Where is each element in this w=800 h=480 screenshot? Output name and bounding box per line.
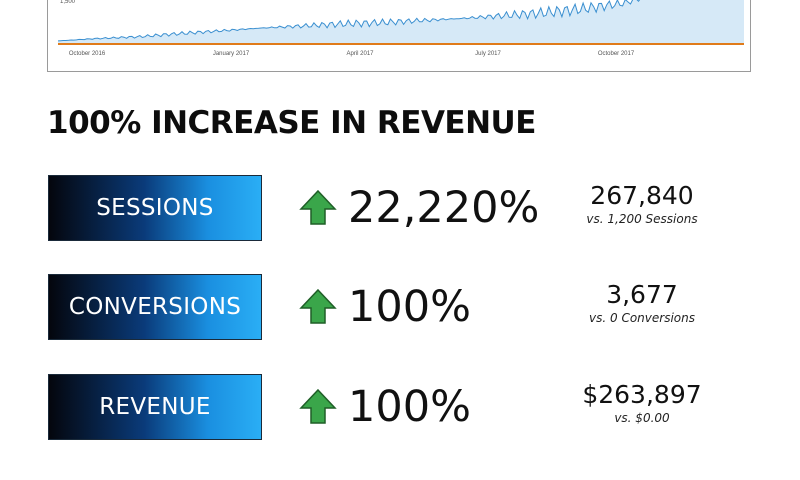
metric-label: REVENUE	[99, 394, 211, 420]
series-line	[57, 0, 641, 42]
sessions-chart: 1,500 October 2016 January 2017 April 2017 J…	[47, 0, 751, 72]
page-headline: 100% INCREASE IN REVENUE	[47, 105, 536, 141]
stat-comparison: vs. 1,200 Sessions	[586, 212, 698, 226]
metric-row-conversions: CONVERSIONS 100% 3,677 vs. 0 Conversions	[0, 274, 800, 340]
x-tick-label: October 2017	[598, 51, 635, 57]
stat-value: 267,840	[590, 181, 694, 210]
stat-block: $263,897 vs. $0.00	[572, 380, 712, 426]
stat-value: $263,897	[582, 380, 702, 409]
x-tick-label: October 2016	[69, 51, 106, 57]
up-arrow-icon	[299, 288, 337, 324]
stat-block: 3,677 vs. 0 Conversions	[572, 280, 712, 326]
up-arrow-icon	[299, 189, 337, 225]
percent-change: 22,220%	[348, 183, 540, 233]
metric-label-box: SESSIONS	[48, 175, 262, 241]
stat-block: 267,840 vs. 1,200 Sessions	[572, 181, 712, 227]
metric-row-sessions: SESSIONS 22,220% 267,840 vs. 1,200 Sessi…	[0, 175, 800, 241]
stat-comparison: vs. 0 Conversions	[589, 311, 695, 325]
percent-change: 100%	[348, 382, 471, 432]
x-tick-label: April 2017	[346, 51, 374, 57]
metric-row-revenue: REVENUE 100% $263,897 vs. $0.00	[0, 374, 800, 440]
metric-label-box: REVENUE	[48, 374, 262, 440]
metric-label-box: CONVERSIONS	[48, 274, 262, 340]
stat-comparison: vs. $0.00	[614, 411, 670, 425]
stat-value: 3,677	[606, 280, 678, 309]
y-tick-label: 1,500	[60, 0, 76, 5]
up-arrow-icon	[299, 388, 337, 424]
metric-label: SESSIONS	[96, 195, 214, 221]
x-tick-label: January 2017	[213, 51, 250, 57]
series-area	[58, 0, 744, 44]
chart-svg: 1,500 October 2016 January 2017 April 2017 J…	[57, 0, 744, 57]
metric-label: CONVERSIONS	[68, 294, 242, 320]
percent-change: 100%	[348, 282, 471, 332]
x-tick-label: July 2017	[475, 51, 501, 57]
